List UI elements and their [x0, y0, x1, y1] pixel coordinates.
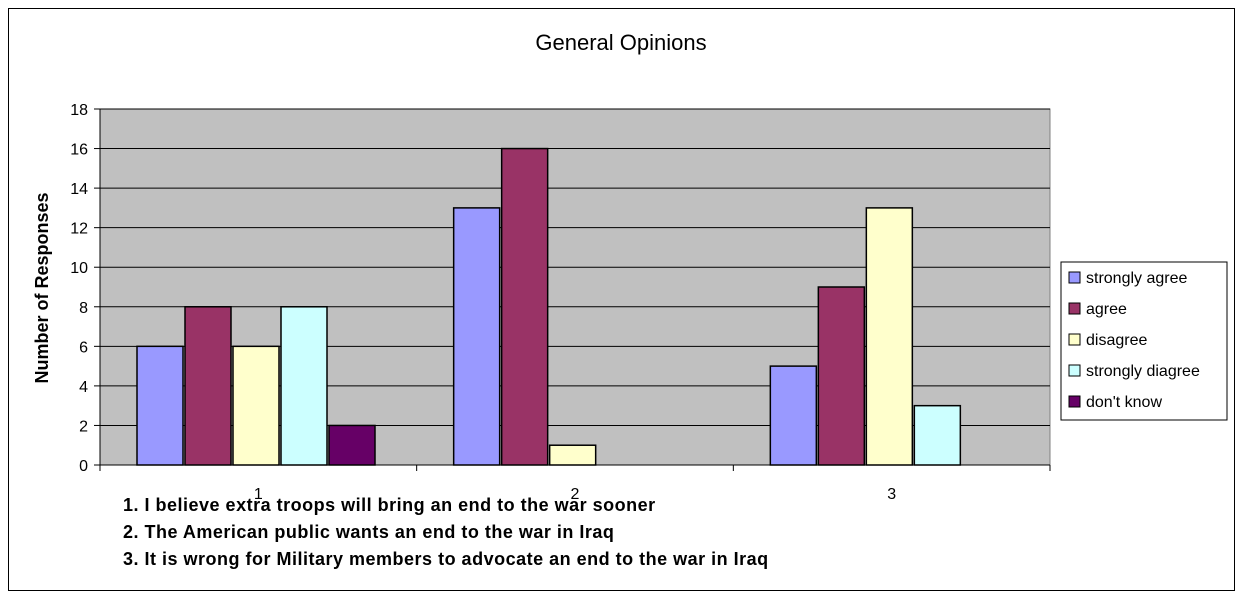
bar [452, 207, 501, 466]
bar [136, 345, 184, 466]
y-tick-label: 18 [70, 102, 88, 119]
bar [817, 286, 866, 466]
category-note: 1. I believe extra troops will bring an … [123, 495, 656, 515]
bar [500, 147, 549, 466]
y-tick-label: 0 [79, 458, 88, 475]
legend-label: don't know [1086, 394, 1162, 411]
y-tick-label: 6 [79, 339, 88, 356]
legend-label: disagree [1086, 332, 1147, 349]
legend-label: strongly diagree [1086, 363, 1200, 380]
category-note: 2. The American public wants an end to t… [123, 522, 614, 542]
chart-title: General Opinions [535, 30, 706, 55]
y-tick-label: 10 [70, 260, 88, 277]
legend-swatch [1068, 271, 1081, 284]
y-tick-label: 12 [70, 221, 88, 238]
bar [328, 424, 376, 466]
y-tick-label: 2 [79, 418, 88, 435]
legend-swatch [1068, 364, 1081, 377]
legend-swatch [1068, 333, 1081, 346]
bar [548, 444, 597, 466]
y-tick-label: 14 [70, 181, 88, 198]
y-tick-label: 16 [70, 142, 88, 159]
bar [865, 207, 914, 466]
x-tick-label: 1 [254, 486, 263, 503]
bar [232, 345, 280, 466]
x-tick-label: 2 [571, 486, 580, 503]
legend-label: strongly agree [1086, 270, 1187, 287]
y-tick-label: 8 [79, 300, 88, 317]
legend-label: agree [1086, 301, 1127, 318]
legend-box [1060, 261, 1228, 421]
x-tick-label: 3 [887, 486, 896, 503]
y-axis-label: Number of Responses [32, 192, 52, 383]
legend-swatch [1068, 302, 1081, 315]
legend-swatch [1068, 395, 1081, 408]
category-note: 3. It is wrong for Military members to a… [123, 549, 769, 569]
category-notes: 1. I believe extra troops will bring an … [123, 495, 769, 569]
bar [769, 365, 818, 466]
bar [913, 404, 962, 466]
legend: strongly agree agree disagree strongly diag… [1060, 261, 1228, 421]
bar [184, 306, 232, 466]
bar [280, 306, 328, 466]
y-tick-label: 4 [79, 379, 88, 396]
